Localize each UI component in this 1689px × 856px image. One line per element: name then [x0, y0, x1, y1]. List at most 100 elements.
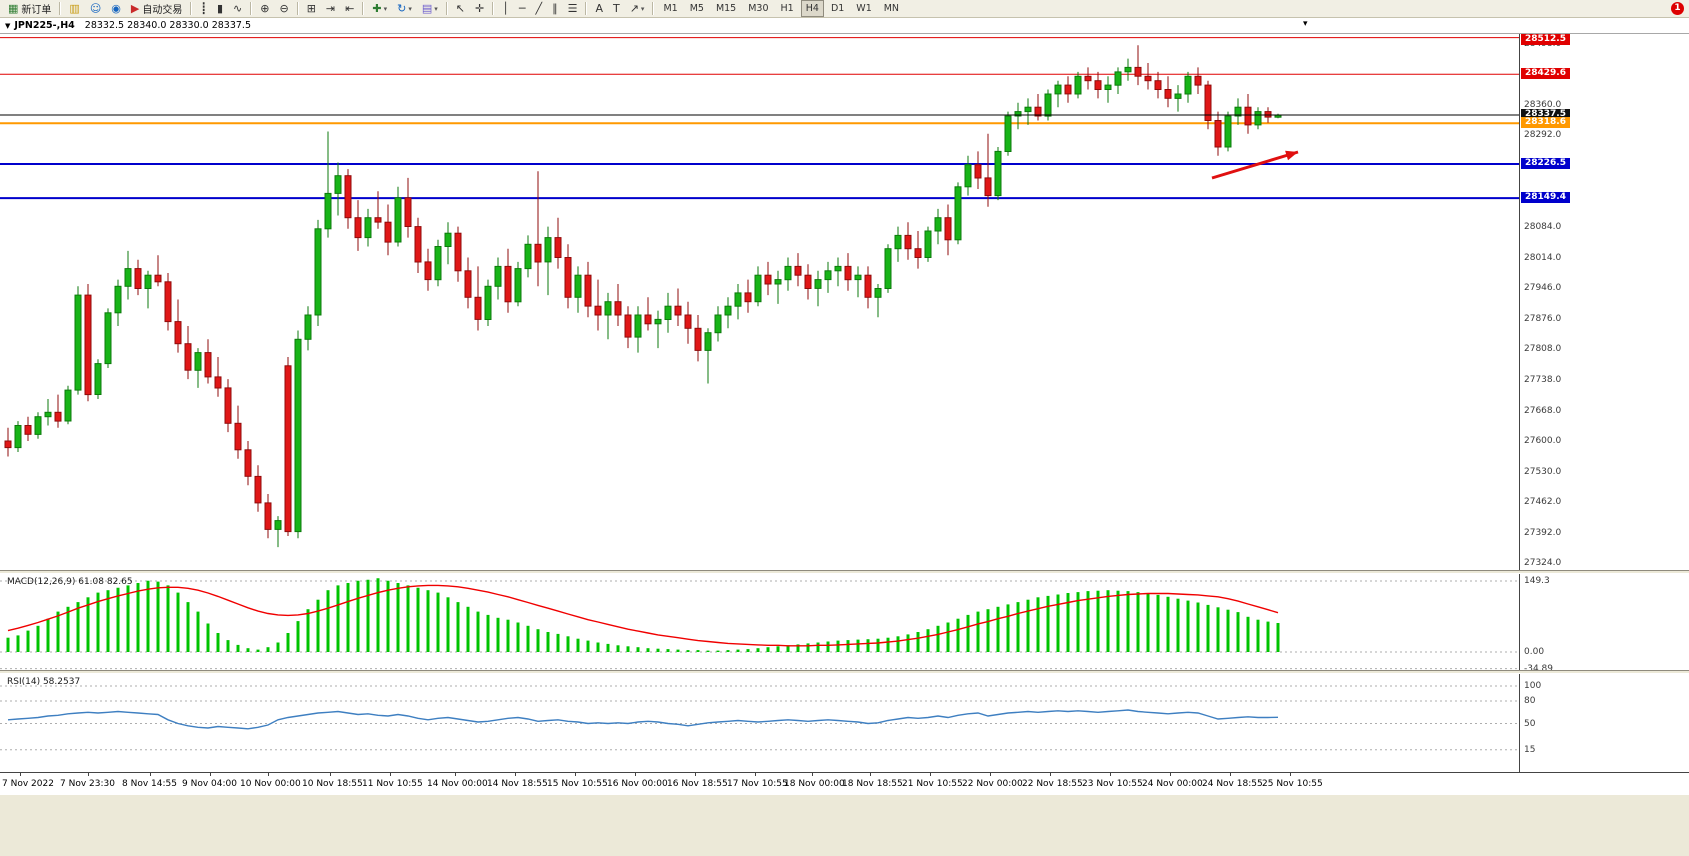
- arrows-button[interactable]: ↗ ▾: [626, 0, 649, 17]
- chart-menu-icon[interactable]: ▾: [1303, 19, 1308, 29]
- rsi-panel[interactable]: [0, 674, 1519, 772]
- text-button[interactable]: A: [591, 0, 607, 17]
- candle-33: [334, 162, 342, 216]
- fibonacci-button[interactable]: ☰: [564, 0, 582, 17]
- rsi-axis-label: 100: [1524, 681, 1542, 691]
- toolbar-separator: [492, 2, 495, 15]
- tile-windows-button[interactable]: ⊞: [303, 0, 320, 17]
- time-tick: [870, 773, 871, 776]
- vertical-line-button[interactable]: │: [498, 0, 513, 17]
- macd-panel[interactable]: [0, 574, 1519, 670]
- toolbar-separator: [652, 2, 655, 15]
- time-axis-label: 22 Nov 18:55: [1022, 779, 1083, 789]
- time-tick: [1290, 773, 1291, 776]
- chart-dropdown-icon[interactable]: ▼: [5, 21, 11, 30]
- candle-6: [64, 385, 72, 425]
- candle-77: [774, 270, 782, 304]
- candle-37: [374, 191, 382, 229]
- price-badge: 28318.6: [1521, 117, 1570, 129]
- price-axis-label: 27600.0: [1524, 436, 1562, 446]
- trendline-button[interactable]: ╱: [531, 0, 546, 17]
- candle-46: [464, 257, 472, 309]
- candle-117: [1174, 85, 1182, 112]
- toolbar-separator: [362, 2, 365, 15]
- candlestick-chart-button[interactable]: ▮: [213, 0, 227, 17]
- crosshair-button[interactable]: ✛: [471, 0, 488, 17]
- candle-72: [724, 297, 732, 329]
- candle-86: [864, 266, 872, 309]
- line-chart-button[interactable]: ∿: [229, 0, 246, 17]
- arrow-annotation[interactable]: [1211, 150, 1299, 180]
- candle-7: [74, 286, 82, 395]
- timeframe-button-h4[interactable]: H4: [800, 0, 824, 17]
- market-watch-button[interactable]: ☺: [86, 0, 105, 17]
- candle-104: [1044, 89, 1052, 121]
- panel-splitter-rsi[interactable]: [0, 670, 1689, 674]
- zoom-in-icon: ⊕: [260, 2, 270, 15]
- indicators-button[interactable]: ✚ ▾: [368, 0, 391, 17]
- new-order-button[interactable]: ▦ 新订单: [4, 0, 55, 17]
- timeframe-button-mn[interactable]: MN: [883, 3, 900, 14]
- timeframe-button-d1[interactable]: D1: [830, 3, 845, 14]
- price-badge: 28226.5: [1521, 158, 1570, 169]
- chart-shift-button[interactable]: ⇤: [341, 0, 358, 17]
- navigator-button[interactable]: ◉: [107, 0, 125, 17]
- candle-10: [104, 308, 112, 368]
- dropdown-caret-icon: ▾: [408, 4, 412, 13]
- macd-axis-label: -34.89: [1524, 663, 1554, 674]
- main-chart[interactable]: [0, 34, 1519, 570]
- horizontal-line-button[interactable]: ─: [515, 0, 530, 17]
- time-tick: [390, 773, 391, 776]
- candle-68: [684, 301, 692, 344]
- candle-1: [14, 421, 22, 452]
- zoom-out-button[interactable]: ⊖: [275, 0, 292, 17]
- time-axis[interactable]: 7 Nov 2022 7 Nov 23:30 8 Nov 14:55 9 Nov 04…: [0, 772, 1689, 794]
- candle-92: [924, 226, 932, 262]
- candle-98: [984, 133, 992, 207]
- candle-32: [324, 131, 332, 238]
- chart-profiles-icon: ▥: [69, 2, 80, 15]
- notification-badge[interactable]: 1: [1671, 2, 1684, 15]
- panel-splitter-macd[interactable]: [0, 570, 1689, 574]
- candle-0: [4, 427, 12, 457]
- price-axis-label: 28084.0: [1524, 222, 1562, 232]
- fibonacci-icon: ☰: [567, 2, 578, 15]
- candle-112: [1124, 58, 1132, 81]
- timeframe-button-m15[interactable]: M15: [715, 3, 737, 14]
- dropdown-caret-icon: ▾: [640, 4, 645, 13]
- text-label-button[interactable]: T: [609, 0, 624, 17]
- timeframe-button-w1[interactable]: W1: [856, 3, 872, 14]
- time-tick: [515, 773, 516, 776]
- cursor-button[interactable]: ↖: [452, 0, 469, 17]
- periods-button[interactable]: ↻ ▾: [393, 0, 416, 17]
- time-axis-label: 14 Nov 18:55: [487, 779, 548, 789]
- time-tick: [990, 773, 991, 776]
- autotrading-button[interactable]: ▶ 自动交易: [127, 0, 186, 17]
- zoom-out-icon: ⊖: [279, 2, 289, 15]
- candle-120: [1204, 80, 1212, 130]
- timeframe-button-m5[interactable]: M5: [689, 3, 704, 14]
- candle-47: [474, 266, 482, 331]
- chart-profiles-button[interactable]: ▥: [65, 0, 83, 17]
- price-axis[interactable]: 28498.028360.028292.028084.028014.027946…: [1519, 34, 1689, 772]
- candle-26: [264, 494, 272, 539]
- time-axis-label: 14 Nov 00:00: [427, 779, 488, 789]
- toolbar-separator: [585, 2, 588, 15]
- auto-scroll-icon: ⇥: [325, 2, 336, 15]
- timeframe-button-h1[interactable]: H1: [780, 3, 794, 14]
- macd-label: MACD(12,26,9) 61.08 82.65: [7, 577, 133, 587]
- bar-chart-button[interactable]: ┋: [196, 0, 211, 17]
- zoom-in-button[interactable]: ⊕: [256, 0, 273, 17]
- time-tick: [812, 773, 813, 776]
- time-tick: [1170, 773, 1171, 776]
- auto-scroll-button[interactable]: ⇥: [322, 0, 339, 17]
- candle-15: [154, 255, 162, 287]
- toolbar-separator: [250, 2, 253, 15]
- time-axis-label: 16 Nov 00:00: [607, 779, 668, 789]
- timeframe-button-m30[interactable]: M30: [748, 3, 769, 14]
- templates-button[interactable]: ▤ ▾: [418, 0, 442, 17]
- candle-50: [504, 248, 512, 313]
- time-tick: [330, 773, 331, 776]
- equidistant-channel-button[interactable]: ∥: [548, 0, 562, 17]
- timeframe-button-m1[interactable]: M1: [663, 3, 678, 14]
